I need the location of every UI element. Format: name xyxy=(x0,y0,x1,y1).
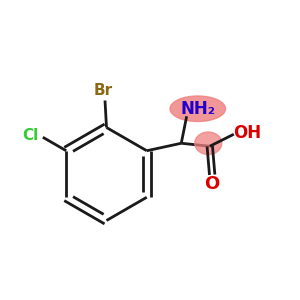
Text: OH: OH xyxy=(233,124,262,142)
Text: Cl: Cl xyxy=(23,128,39,143)
Text: O: O xyxy=(205,175,220,194)
Ellipse shape xyxy=(170,96,226,122)
Ellipse shape xyxy=(195,132,222,154)
Text: NH₂: NH₂ xyxy=(180,100,215,118)
Text: Br: Br xyxy=(94,83,113,98)
